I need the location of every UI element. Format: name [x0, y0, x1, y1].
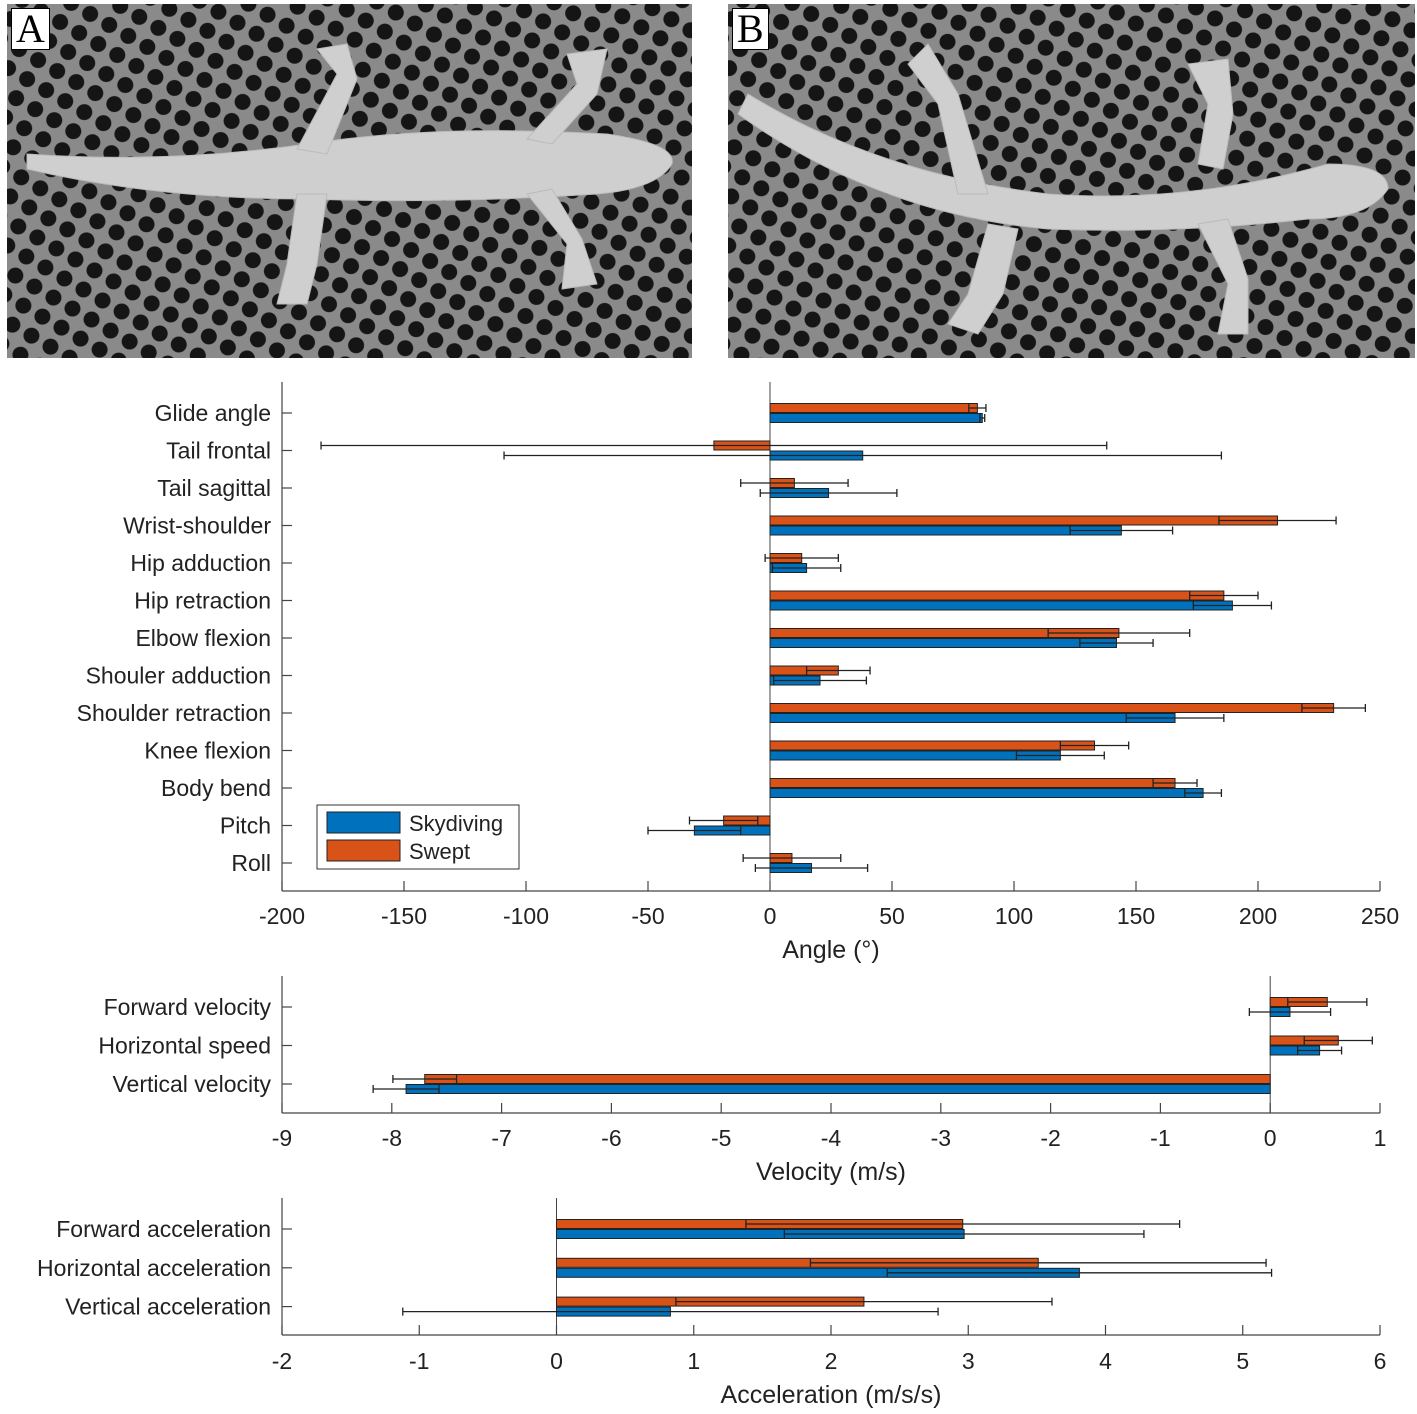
legend-label: Swept [409, 839, 470, 864]
x-tick-label: 200 [1239, 903, 1277, 929]
x-tick-label: -100 [503, 903, 549, 929]
bar-swept [424, 1074, 1271, 1084]
x-tick-label: -2 [1040, 1125, 1060, 1151]
x-axis-label: Acceleration (m/s/s) [721, 1381, 942, 1409]
category-label: Vertical acceleration [65, 1294, 271, 1320]
legend-swatch-swept [326, 839, 401, 862]
category-label: Forward acceleration [56, 1216, 271, 1242]
x-axis-label: Angle (°) [782, 936, 880, 964]
category-label: Horizontal speed [98, 1033, 271, 1059]
x-tick-label: 0 [1264, 1125, 1277, 1151]
x-tick-label: -3 [931, 1125, 951, 1151]
bar-skydiving [769, 525, 1122, 536]
x-tick-label: 2 [825, 1348, 838, 1374]
photo-panel-b: B [728, 4, 1415, 358]
x-tick-label: -1 [409, 1348, 429, 1374]
category-label: Pitch [220, 813, 271, 839]
x-tick-label: 250 [1361, 903, 1399, 929]
chart-1: -200 -150 -100 -50 0 50 100 150 200 250 Angle (°) G… [77, 382, 1399, 964]
gecko-photo-a [7, 4, 692, 358]
x-tick-label: -200 [259, 903, 305, 929]
bar-skydiving [769, 713, 1176, 723]
x-tick-label: 50 [879, 903, 905, 929]
x-tick-label: 150 [1117, 903, 1155, 929]
category-label: Glide angle [155, 400, 271, 426]
bar-skydiving [769, 788, 1204, 798]
category-label: Horizontal acceleration [37, 1255, 271, 1281]
bar-swept [769, 403, 978, 413]
x-tick-label: -5 [711, 1125, 731, 1151]
bar-swept [769, 778, 1176, 788]
x-tick-label: -6 [601, 1125, 621, 1151]
panel-label-b: B [732, 8, 769, 50]
x-tick-label: 0 [550, 1348, 563, 1374]
x-tick-label: 5 [1236, 1348, 1249, 1374]
category-label: Knee flexion [144, 738, 271, 764]
bar-swept [769, 590, 1225, 601]
x-tick-label: -4 [821, 1125, 842, 1151]
x-tick-label: -1 [1150, 1125, 1170, 1151]
bar-skydiving [769, 638, 1117, 648]
category-label: Elbow flexion [135, 625, 271, 651]
x-tick-label: -9 [272, 1125, 292, 1151]
x-tick-label: 1 [687, 1348, 700, 1374]
category-label: Hip adduction [130, 550, 271, 576]
x-axis-label: Velocity (m/s) [756, 1158, 906, 1186]
category-label: Tail sagittal [157, 475, 271, 501]
x-tick-label: -2 [272, 1348, 292, 1374]
category-label: Roll [231, 850, 271, 876]
category-label: Forward velocity [104, 994, 272, 1020]
gecko-photo-b [728, 4, 1415, 358]
category-label: Hip retraction [134, 588, 271, 614]
legend-label: Skydiving [409, 811, 503, 836]
photo-panel-a: A [7, 4, 692, 358]
x-tick-label: 1 [1374, 1125, 1387, 1151]
x-tick-label: -50 [631, 903, 664, 929]
chart-3: -2 -1 0 1 2 3 4 5 6 Acceleration (m/s/s) Forward a… [37, 1198, 1386, 1409]
x-tick-label: 4 [1099, 1348, 1112, 1374]
panel-label-a: A [11, 8, 50, 50]
bar-skydiving [769, 600, 1233, 611]
x-tick-label: -8 [382, 1125, 402, 1151]
bar-swept [769, 515, 1279, 526]
category-label: Body bend [161, 775, 271, 801]
category-label: Vertical velocity [112, 1071, 271, 1097]
x-tick-label: 3 [962, 1348, 975, 1374]
legend: Skydiving Swept [316, 804, 520, 870]
category-label: Tail frontal [166, 438, 271, 464]
x-tick-label: 100 [995, 903, 1033, 929]
bar-skydiving [405, 1084, 1271, 1094]
bar-swept [769, 740, 1096, 751]
chart-2: -9 -8 -7 -6 -5 -4 -3 -2 -1 0 1 Velocity (m/s) Forwar… [98, 976, 1386, 1186]
x-tick-label: 0 [764, 903, 777, 929]
x-tick-label: -7 [491, 1125, 511, 1151]
bar-swept [769, 703, 1335, 713]
x-tick-label: -150 [381, 903, 427, 929]
category-label: Shouler adduction [86, 663, 271, 689]
category-label: Shoulder retraction [77, 700, 271, 726]
x-tick-label: 6 [1374, 1348, 1387, 1374]
bar-skydiving [769, 413, 983, 423]
legend-swatch-skydiving [326, 811, 401, 834]
category-label: Wrist-shoulder [123, 513, 271, 539]
